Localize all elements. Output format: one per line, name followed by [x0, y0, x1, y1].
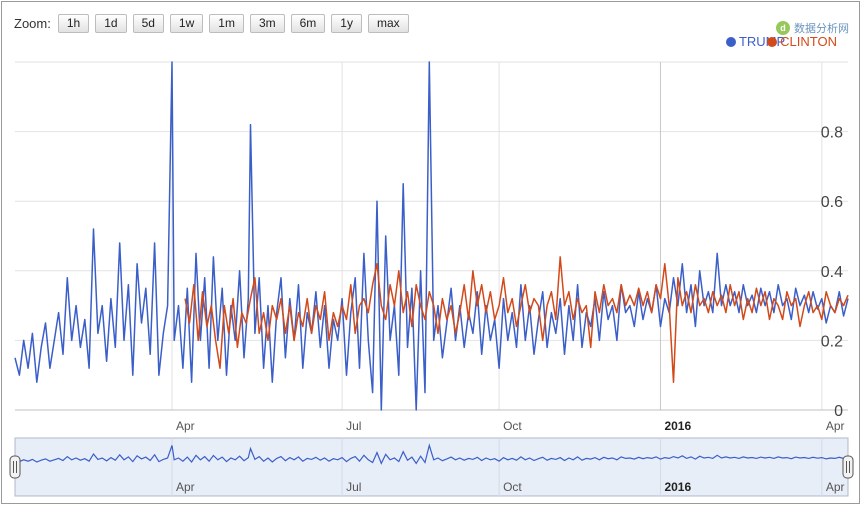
y-tick-label: 0.2 [821, 333, 843, 350]
zoom-1m-button[interactable]: 1m [209, 13, 244, 33]
zoom-1d-button[interactable]: 1d [95, 13, 127, 33]
x-tick-label: Apr [176, 419, 195, 433]
series-line-trump [14, 61, 849, 411]
x-axis-ticks: Apr Jul Oct 2016 Apr [176, 419, 845, 433]
zoom-1w-button[interactable]: 1w [169, 13, 204, 33]
watermark: d 数据分析网 [776, 20, 849, 36]
series-line-clinton [184, 256, 849, 383]
series-lines [14, 61, 849, 411]
navigator-tick-label: Oct [503, 480, 522, 494]
navigator-left-handle[interactable] [9, 455, 21, 479]
navigator-tick-label: Jul [346, 480, 361, 494]
x-tick-label: Apr [826, 419, 845, 433]
legend-clinton-dot-icon [767, 36, 778, 47]
watermark-text: 数据分析网 [794, 23, 849, 35]
zoom-label: Zoom: [14, 15, 51, 31]
watermark-logo-icon: d [776, 21, 790, 35]
y-tick-label: 0.8 [821, 125, 843, 142]
navigator-right-handle[interactable] [842, 455, 854, 479]
zoom-3m-button[interactable]: 3m [249, 13, 285, 33]
navigator-tick-label: 2016 [664, 480, 691, 494]
x-tick-label: 2016 [664, 419, 691, 433]
x-tick-label: Oct [503, 419, 522, 433]
legend-item-clinton[interactable]: CLINTON [767, 34, 837, 49]
legend-trump-dot-icon [725, 36, 736, 47]
y-axis-ticks: 0 0.2 0.4 0.6 0.8 [821, 125, 843, 420]
zoom-5d-button[interactable]: 5d [132, 13, 164, 33]
navigator-series-trump [14, 443, 849, 465]
zoom-1y-button[interactable]: 1y [331, 13, 362, 33]
navigator: Apr Jul Oct 2016 Apr [9, 437, 854, 497]
zoom-toolbar: Zoom: 1h 1d 5d 1w 1m 3m 6m 1y max [14, 13, 415, 33]
zoom-1h-button[interactable]: 1h [57, 13, 90, 33]
legend-clinton-label: CLINTON [780, 34, 837, 49]
zoom-6m-button[interactable]: 6m [290, 13, 326, 33]
grid-lines [15, 61, 848, 411]
navigator-background [14, 437, 849, 497]
zoom-max-button[interactable]: max [367, 13, 409, 33]
y-tick-label: 0 [834, 403, 843, 420]
x-tick-label: Jul [346, 419, 361, 433]
navigator-tick-label: Apr [176, 480, 195, 494]
navigator-tick-label: Apr [826, 480, 845, 494]
y-tick-label: 0.6 [821, 194, 843, 211]
legend: TRUMP CLINTON [722, 34, 837, 49]
y-tick-label: 0.4 [821, 264, 843, 281]
